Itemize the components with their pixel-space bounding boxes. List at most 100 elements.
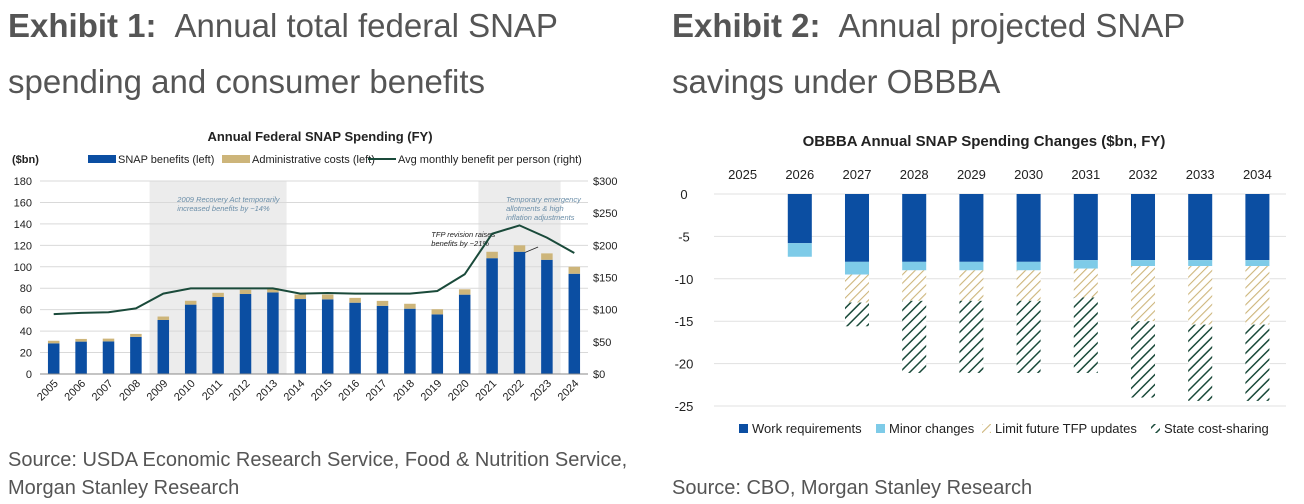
annotation-recovery-act: 2009 Recovery Act temporarily increased b… [176,195,281,213]
bar-admin-costs-2006 [75,338,87,342]
y2-tick-label: $300 [593,176,617,188]
bar-minor-changes-2026 [787,243,812,257]
x-tick-label: 2009 [145,378,171,404]
y-tick-label: -15 [675,314,694,329]
x-tick-label: 2030 [1014,167,1043,182]
x-tick-label: 2012 [227,378,253,404]
bar-minor-changes-2034 [1245,260,1270,267]
bar-admin-costs-2017 [376,300,389,306]
bar-minor-changes-2028 [902,261,927,271]
bar-limit-tfp-2034 [1245,266,1270,325]
x-tick-label: 2011 [200,378,225,403]
exhibit-2-source: Source: CBO, Morgan Stanley Research [672,477,1033,499]
x-tick-label: 2013 [254,378,280,404]
bar-work-requirements-2032 [1130,194,1156,261]
legend-swatch-0 [88,155,116,163]
exhibit-1-title: Exhibit 1: Annual total federal SNAP spen… [8,0,628,110]
bar-limit-tfp-2033 [1188,266,1213,325]
bar-work-requirements-2027 [844,194,870,262]
y2-tick-label: $50 [593,337,611,349]
bar-limit-tfp-2027 [844,274,870,303]
x-tick-label: 2031 [1071,167,1100,182]
chart-2-title: OBBBA Annual SNAP Spending Changes ($bn,… [803,133,1166,150]
x-tick-label: 2005 [35,378,61,404]
exhibit-2-label: Exhibit 2: [672,7,821,44]
annotation-tfp-revision: TFP revision raises benefits by ~21% [431,230,495,248]
bar-minor-changes-2029 [959,261,984,271]
bar-snap-benefits-2023 [541,259,553,374]
bar-snap-benefits-2018 [404,308,416,374]
bar-state-cost-sharing-2027 [844,302,870,327]
y-tick-label: 100 [14,262,32,274]
bar-work-requirements-2026 [787,194,812,244]
y-tick-label: 140 [14,219,32,231]
x-tick-label: 2016 [336,378,362,404]
bar-work-requirements-2034 [1245,194,1270,261]
bar-admin-costs-2024 [568,266,581,274]
bar-admin-costs-2005 [47,340,60,344]
x-tick-label: 2020 [446,378,472,404]
legend-swatch-minor-changes [876,424,885,433]
x-tick-label: 2028 [900,167,929,182]
bar-admin-costs-2015 [321,294,334,300]
x-tick-label: 2014 [282,378,308,404]
y2-tick-label: $100 [593,305,617,317]
bar-snap-benefits-2016 [349,302,361,374]
y-axis-label: ($bn) [12,154,39,166]
exhibit-2-panel: Exhibit 2: Annual projected SNAP savings … [664,0,1304,504]
bar-work-requirements-2030 [1016,194,1041,262]
y2-tick-label: $0 [593,369,605,381]
bar-admin-costs-2013 [267,288,279,293]
bar-admin-costs-2023 [541,253,553,260]
x-tick-label: 2025 [728,167,757,182]
y2-tick-label: $150 [593,273,617,285]
x-tick-label: 2034 [1243,167,1272,182]
x-tick-label: 2006 [62,378,88,404]
x-tick-label: 2021 [473,378,499,404]
x-tick-label: 2010 [172,378,198,404]
exhibit-2-title: Exhibit 2: Annual projected SNAP savings … [672,0,1292,110]
bar-snap-benefits-2024 [568,273,581,374]
x-tick-label: 2017 [364,378,390,404]
snap-spending-chart: Annual Federal SNAP Spending (FY) ($bn) SN… [12,129,617,404]
y-tick-label: 60 [20,305,32,317]
bar-admin-costs-2022 [513,245,526,252]
x-tick-label: 2032 [1129,167,1158,182]
y2-tick-label: $250 [593,208,617,220]
exhibit-1-title-text: Annual total federal SNAP spending and c… [8,7,558,100]
exhibit-1-panel: Exhibit 1: Annual total federal SNAP spen… [0,0,640,504]
bar-limit-tfp-2029 [959,270,984,301]
x-tick-label: 2008 [117,378,143,404]
y-tick-label: 40 [20,326,32,338]
x-tick-label: 2023 [528,378,554,404]
bar-snap-benefits-2020 [458,294,471,374]
bar-state-cost-sharing-2029 [959,300,984,373]
line-avg-monthly-benefit [53,224,575,316]
bar-state-cost-sharing-2028 [902,300,927,373]
bar-minor-changes-2027 [844,261,870,275]
bar-admin-costs-2010 [184,300,197,305]
x-tick-label: 2033 [1186,167,1215,182]
legend-label-work-requirements: Work requirements [752,421,862,436]
bar-state-cost-sharing-2034 [1245,324,1270,401]
legend-swatch-1 [222,155,250,163]
legend-label-2: Avg monthly benefit per person (right) [398,154,582,166]
x-tick-label: 2026 [785,167,814,182]
annotation-line: Temporary emergency [506,195,582,204]
x-tick-label: 2007 [90,378,116,404]
bar-snap-benefits-2007 [102,341,115,374]
bar-minor-changes-2033 [1188,260,1213,267]
bar-minor-changes-2031 [1073,260,1098,269]
bar-snap-benefits-2022 [513,251,526,374]
bar-snap-benefits-2013 [267,292,279,374]
y-tick-label: -25 [675,399,694,414]
bar-minor-changes-2030 [1016,261,1041,271]
x-tick-label: 2022 [501,378,527,404]
y-tick-label: 0 [680,187,687,202]
x-tick-label: 2019 [419,378,445,404]
bar-snap-benefits-2015 [321,299,334,374]
y-tick-label: -20 [675,357,694,372]
y-tick-label: 180 [14,176,32,188]
y-tick-label: -10 [675,272,694,287]
bar-limit-tfp-2031 [1073,268,1098,298]
